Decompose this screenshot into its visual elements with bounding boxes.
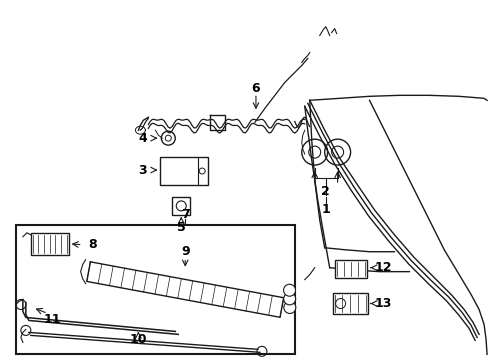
- Text: 9: 9: [181, 245, 189, 258]
- Circle shape: [283, 302, 295, 314]
- Text: 13: 13: [374, 297, 391, 310]
- Text: 4: 4: [138, 132, 146, 145]
- Bar: [160, 157, 208, 185]
- Text: 5: 5: [177, 221, 185, 234]
- Bar: [172, 197, 190, 215]
- Bar: [332, 293, 367, 315]
- Bar: [31, 233, 68, 255]
- Text: 7: 7: [181, 208, 189, 221]
- Circle shape: [283, 284, 295, 296]
- Text: 1: 1: [321, 203, 329, 216]
- Bar: [16, 225, 294, 354]
- Text: 3: 3: [138, 163, 146, 176]
- Text: 12: 12: [374, 261, 391, 274]
- Bar: [334, 260, 366, 278]
- Text: 8: 8: [88, 238, 97, 251]
- Text: 2: 2: [321, 185, 329, 198]
- Circle shape: [283, 293, 295, 305]
- Text: 11: 11: [44, 313, 61, 326]
- Text: 10: 10: [129, 333, 147, 346]
- Polygon shape: [86, 262, 283, 317]
- Text: 6: 6: [251, 82, 260, 95]
